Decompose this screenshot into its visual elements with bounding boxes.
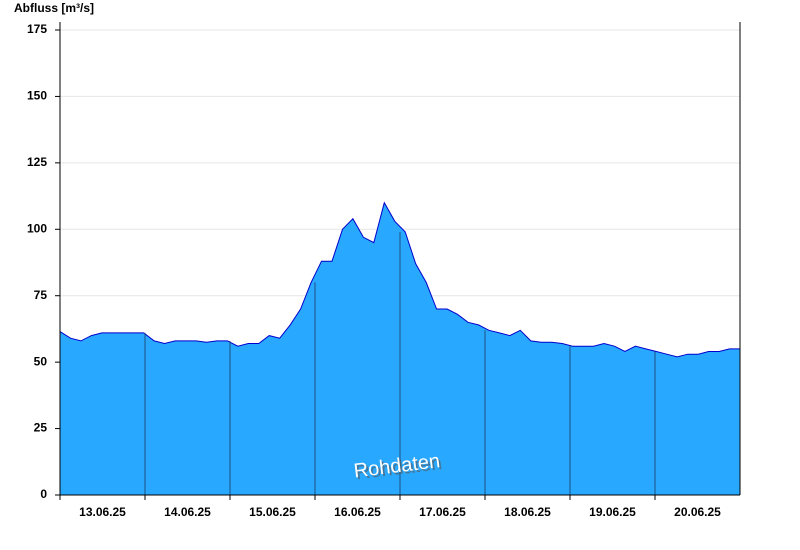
- y-tick-label: 175: [27, 22, 47, 36]
- x-tick-label: 14.06.25: [164, 505, 211, 519]
- x-tick-label: 18.06.25: [504, 505, 551, 519]
- y-tick-label: 150: [27, 89, 47, 103]
- line: [59, 201, 740, 358]
- y-tick-label: 100: [27, 221, 47, 235]
- y-tick-label: 125: [27, 155, 47, 169]
- x-tick-label: 15.06.25: [249, 505, 296, 519]
- y-tick-label: 75: [34, 288, 48, 302]
- y-axis-label: Abfluss [m³/s]: [14, 1, 94, 15]
- x-tick-label: 17.06.25: [419, 505, 466, 519]
- x-tick-label: 13.06.25: [79, 505, 126, 519]
- x-tick-label: 16.06.25: [334, 505, 381, 519]
- y-tick-label: 50: [34, 354, 48, 368]
- y-tick-label: 0: [40, 487, 47, 501]
- x-tick-label: 19.06.25: [589, 505, 636, 519]
- y-tick-label: 25: [34, 421, 48, 435]
- x-tick-label: 20.06.25: [674, 505, 721, 519]
